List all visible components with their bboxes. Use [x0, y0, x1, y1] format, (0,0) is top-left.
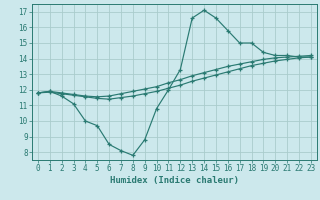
X-axis label: Humidex (Indice chaleur): Humidex (Indice chaleur) — [110, 176, 239, 185]
